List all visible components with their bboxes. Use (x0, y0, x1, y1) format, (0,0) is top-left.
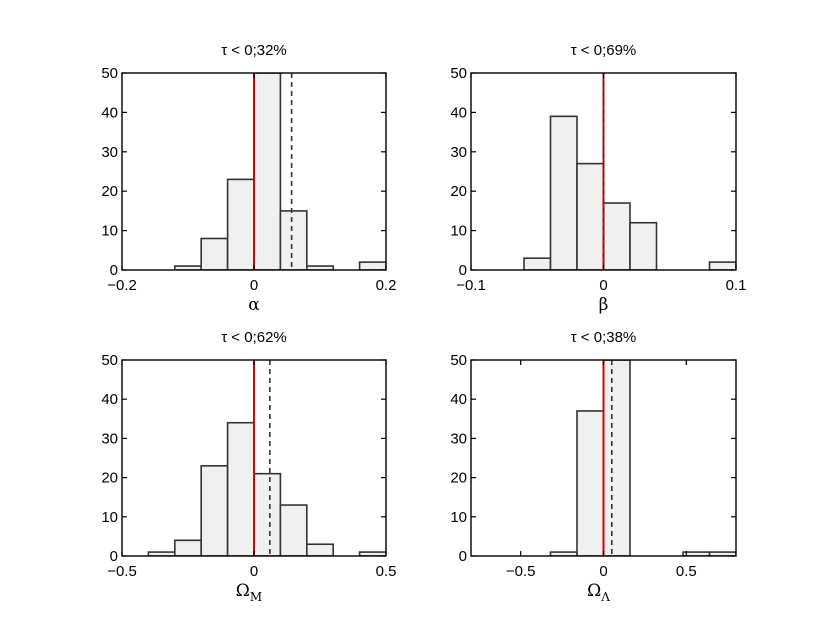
panel-title: τ < 0;69% (571, 42, 637, 59)
plot-area (523, 73, 736, 270)
x-tick-label: 0.5 (376, 563, 397, 580)
y-tick-label: 30 (450, 144, 467, 161)
y-tick-label: 0 (459, 262, 467, 279)
y-tick-label: 30 (450, 430, 467, 447)
x-axis-label: α (248, 295, 260, 315)
y-tick-label: 50 (450, 65, 467, 82)
y-tick-label: 50 (101, 352, 118, 369)
y-tick-label: 40 (101, 104, 118, 121)
histogram-bar (279, 210, 308, 270)
histogram-panel-4: 0 10 20 30 40 50 −0.5 0 0.5 τ < 0;38% ΩΛ (450, 329, 737, 604)
y-tick-label: 50 (450, 352, 467, 369)
x-tick-label: 0.1 (726, 277, 747, 294)
x-tick-label: −0.1 (456, 277, 486, 294)
y-tick-label: 50 (101, 65, 118, 82)
x-tick-label: −0.5 (107, 563, 137, 580)
histogram-bar (549, 115, 578, 270)
y-tick-label: 40 (450, 104, 467, 121)
y-tick-label: 20 (450, 183, 467, 200)
histogram-bar (602, 202, 631, 270)
histogram-bar (226, 421, 255, 556)
histogram-bar (358, 261, 386, 270)
histogram-bar (629, 221, 658, 270)
x-tick-label: 0 (250, 563, 258, 580)
histogram-bar (253, 472, 282, 556)
histogram-bar (708, 261, 736, 270)
x-tick-label: 0 (250, 277, 258, 294)
histogram-bar (576, 410, 605, 556)
x-axis-label: β (599, 295, 609, 315)
x-tick-label: 0 (599, 563, 607, 580)
histogram-bar (174, 539, 203, 556)
x-tick-label: 0 (599, 277, 607, 294)
histogram-bar (200, 237, 229, 270)
x-tick-label: 0.2 (376, 277, 397, 294)
plot-area (549, 360, 736, 556)
panel-title: τ < 0;32% (221, 42, 287, 59)
x-tick-label: 0.5 (676, 563, 697, 580)
y-tick-label: 20 (101, 183, 118, 200)
histogram-bar (200, 465, 229, 556)
y-tick-label: 10 (101, 509, 118, 526)
y-tick-label: 20 (450, 470, 467, 487)
y-tick-label: 0 (110, 548, 118, 565)
panel-title: τ < 0;62% (221, 329, 287, 346)
histogram-bar (279, 504, 308, 556)
panel-title: τ < 0;38% (571, 329, 637, 346)
x-axis-label: ΩM (236, 581, 262, 604)
x-axis-label: ΩΛ (587, 581, 610, 604)
histogram-bar (523, 257, 552, 270)
y-tick-label: 0 (459, 548, 467, 565)
plot-area (174, 73, 386, 270)
histogram-bar (602, 360, 631, 556)
histogram-bar (253, 73, 282, 270)
y-tick-label: 10 (450, 223, 467, 240)
histogram-bar (576, 162, 605, 270)
y-tick-label: 10 (450, 509, 467, 526)
x-tick-label: −0.2 (107, 277, 137, 294)
x-tick-label: −0.5 (506, 563, 536, 580)
y-tick-label: 30 (101, 430, 118, 447)
y-tick-label: 30 (101, 144, 118, 161)
y-tick-label: 40 (450, 391, 467, 408)
y-tick-label: 10 (101, 223, 118, 240)
histogram-bar (358, 551, 386, 556)
y-tick-label: 0 (110, 262, 118, 279)
histogram-bar (708, 551, 736, 556)
histogram-bar (305, 543, 334, 556)
plot-area (147, 360, 386, 556)
y-tick-label: 20 (101, 470, 118, 487)
histogram-bar (226, 178, 255, 270)
y-tick-label: 40 (101, 391, 118, 408)
